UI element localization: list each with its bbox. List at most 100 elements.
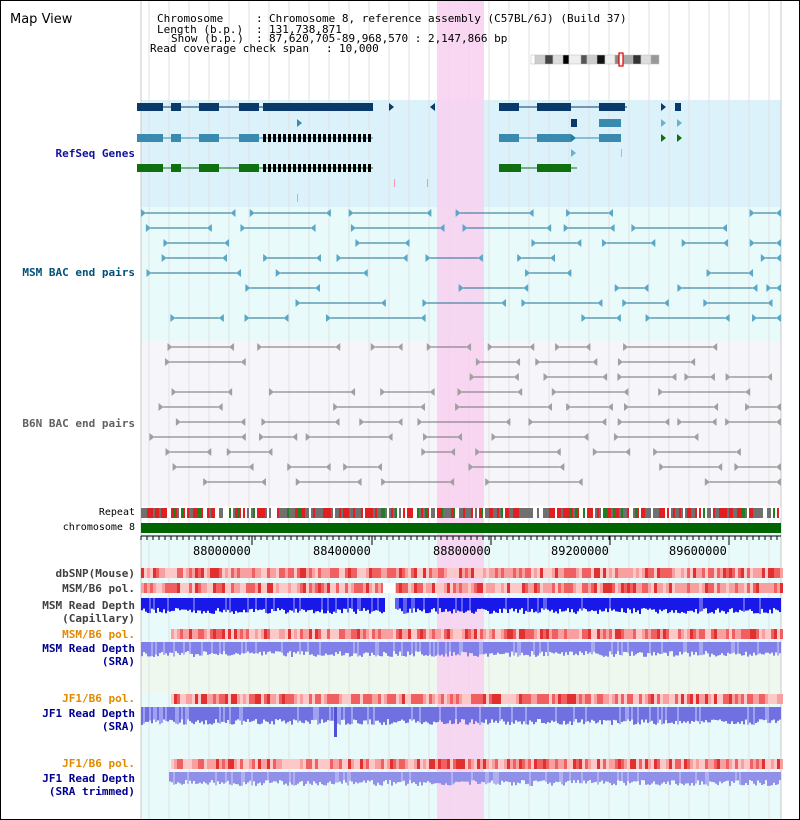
read-depth-bar [729, 707, 731, 724]
read-depth-bar [369, 598, 371, 614]
repeat-segment [399, 508, 401, 518]
track-label-msm-depth-sra[interactable]: MSM Read Depth [42, 642, 135, 655]
read-depth-bar [731, 772, 733, 782]
repeat-segment [161, 508, 163, 518]
read-depth-bar [381, 707, 383, 725]
repeat-segment [745, 508, 747, 518]
read-depth-bar [435, 598, 437, 612]
bac-end-marker [767, 373, 773, 381]
repeat-segment [703, 508, 705, 518]
read-depth-bar [299, 642, 301, 655]
read-depth-bar [641, 642, 643, 653]
polymorphism-cell [384, 629, 387, 639]
polymorphism-cell [288, 759, 291, 769]
polymorphism-cell [609, 759, 612, 769]
polymorphism-cell [708, 694, 711, 704]
read-depth-bar [559, 772, 561, 782]
repeat-segment [353, 508, 355, 518]
read-depth-bar [389, 642, 391, 657]
read-depth-bar [693, 642, 695, 655]
gene-exon [137, 103, 163, 111]
polymorphism-cell [342, 629, 345, 639]
polymorphism-cell [273, 694, 276, 704]
track-label-jf1-b6-pol-2[interactable]: JF1/B6 pol. [62, 757, 135, 770]
read-depth-bar [403, 707, 405, 721]
gene-exon [273, 164, 276, 172]
read-depth-bar [447, 642, 449, 657]
polymorphism-cell [438, 694, 441, 704]
repeat-segment [613, 508, 615, 518]
repeat-segment [451, 508, 453, 518]
track-label-b6n-bac[interactable]: B6N BAC end pairs [22, 417, 135, 430]
polymorphism-cell [450, 629, 453, 639]
polymorphism-cell [447, 568, 450, 578]
read-depth-bar [685, 642, 687, 652]
gene-exon [313, 134, 316, 142]
polymorphism-cell [183, 629, 186, 639]
read-depth-bar [563, 707, 565, 721]
polymorphism-cell [447, 583, 450, 593]
repeat-segment [671, 508, 673, 518]
repeat-segment [319, 508, 321, 518]
polymorphism-cell [174, 583, 177, 593]
read-depth-bar [571, 642, 573, 652]
polymorphism-cell [720, 583, 723, 593]
polymorphism-cell [675, 694, 678, 704]
repeat-segment [461, 508, 463, 518]
polymorphism-cell [306, 629, 309, 639]
read-depth-bar [231, 598, 233, 612]
read-depth-bar [565, 642, 567, 653]
repeat-segment [291, 508, 293, 518]
read-depth-bar [275, 772, 277, 782]
read-depth-bar [189, 642, 191, 654]
bac-end-marker [643, 284, 649, 292]
repeat-segment [263, 508, 265, 518]
read-depth-bar [573, 642, 575, 656]
track-label-msm-b6-pol-1[interactable]: MSM/B6 pol. [62, 582, 135, 595]
read-depth-bar [155, 598, 157, 613]
read-depth-bar [771, 598, 773, 614]
track-label-msm-b6-pol-2[interactable]: MSM/B6 pol. [62, 628, 135, 641]
read-depth-bar [683, 642, 685, 653]
polymorphism-cell [507, 759, 510, 769]
read-depth-bar [461, 598, 463, 612]
read-depth-bar [631, 772, 633, 783]
polymorphism-cell [696, 629, 699, 639]
track-label-jf1-depth-sra[interactable]: JF1 Read Depth [42, 707, 135, 720]
repeat-segment [641, 508, 643, 518]
bac-end-marker [236, 269, 242, 277]
polymorphism-cell [360, 694, 363, 704]
bac-end-marker [230, 209, 236, 217]
repeat-segment [245, 508, 247, 518]
polymorphism-cell [561, 583, 564, 593]
read-depth-bar [201, 598, 203, 614]
read-depth-bar [433, 642, 435, 657]
read-depth-bar [531, 707, 533, 722]
repeat-segment [661, 508, 663, 518]
bac-end-marker [245, 284, 251, 292]
polymorphism-cell [687, 629, 690, 639]
bac-end-marker [713, 403, 719, 411]
track-label-dbsnp[interactable]: dbSNP(Mouse) [55, 567, 135, 580]
bac-end-marker [362, 269, 368, 277]
track-label-refseq[interactable]: RefSeq Genes [55, 147, 135, 160]
track-label-jf1-depth-sra-trimmed[interactable]: JF1 Read Depth [42, 772, 135, 785]
track-label-msm-bac[interactable]: MSM BAC end pairs [22, 266, 135, 279]
polymorphism-cell [624, 568, 627, 578]
read-depth-bar [661, 707, 663, 725]
polymorphism-cell [384, 694, 387, 704]
polymorphism-cell [171, 759, 174, 769]
gene-exon [303, 164, 306, 172]
track-label-msm-depth-capillary[interactable]: MSM Read Depth [42, 599, 135, 612]
polymorphism-cell [642, 694, 645, 704]
read-depth-bar [549, 772, 551, 783]
bac-end-marker [549, 254, 555, 262]
chromosome-ideogram[interactable] [531, 54, 659, 64]
read-depth-bar [211, 707, 213, 725]
repeat-segment [667, 508, 669, 518]
polymorphism-cell [378, 629, 381, 639]
track-label-jf1-b6-pol-1[interactable]: JF1/B6 pol. [62, 692, 135, 705]
polymorphism-cell [225, 583, 228, 593]
read-depth-bar [383, 642, 385, 652]
